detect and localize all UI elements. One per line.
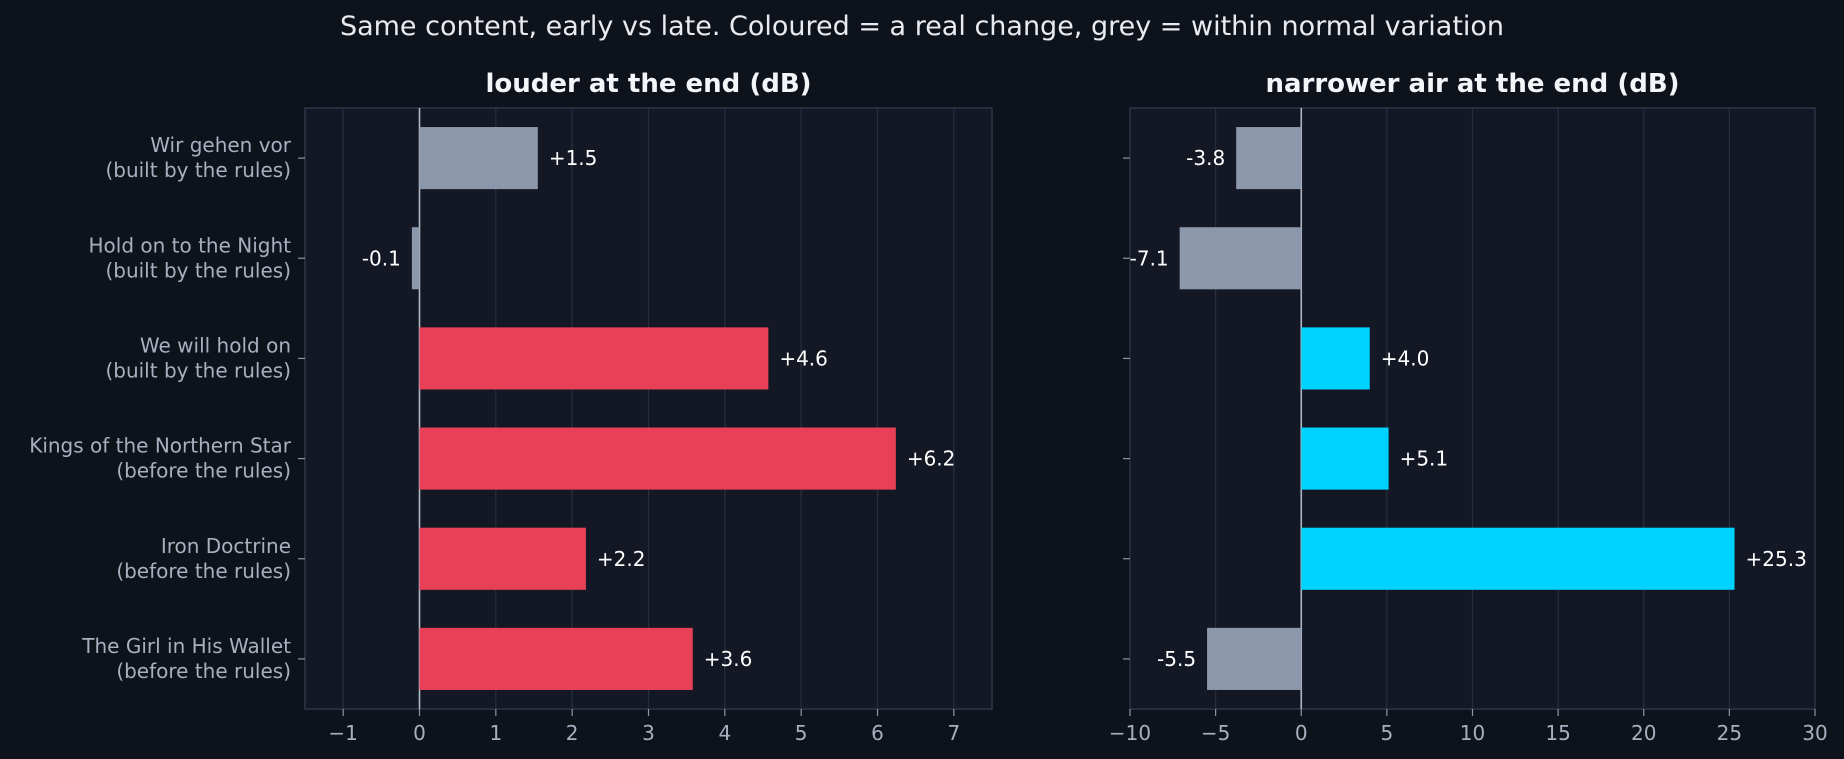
bar [1207,627,1302,690]
bar-value-label: +25.3 [1746,547,1807,571]
bar-value-label: +2.2 [597,547,646,571]
bar [1179,227,1302,290]
x-tick-label: 0 [413,721,426,745]
bar [1301,327,1370,390]
bar [419,527,586,590]
panel-title: louder at the end (dB) [485,69,811,99]
bar [411,227,420,290]
category-label: (built by the rules) [105,158,291,182]
category-label: Kings of the Northern Star [29,434,292,458]
category-label: Hold on to the Night [89,233,292,257]
x-tick-label: 7 [947,721,960,745]
x-tick-label: −1 [328,721,357,745]
x-tick-label: 4 [718,721,731,745]
bar [419,127,538,190]
category-label: Wir gehen vor [150,133,292,157]
category-label: (before the rules) [116,559,291,583]
chart-panel-1: louder at the end (dB) −1 0 1 2 3 4 5 6 7 +1.5 Wir … [29,69,993,745]
bar [419,427,896,490]
bar-value-label: +4.6 [779,346,828,370]
x-tick-label: −5 [1201,721,1230,745]
bar-value-label: -7.1 [1130,246,1169,270]
bar-value-label: +1.5 [549,146,598,170]
bar-value-label: -3.8 [1186,146,1225,170]
bar [1301,427,1389,490]
x-tick-label: 3 [642,721,655,745]
x-tick-label: −10 [1109,721,1151,745]
x-tick-label: 1 [489,721,502,745]
x-tick-label: 20 [1631,721,1656,745]
category-label: We will hold on [140,333,291,357]
chart-panels: louder at the end (dB)−1 0 1 2 3 4 5 6 7+1.5Wir … [29,69,1828,745]
x-tick-label: 25 [1717,721,1742,745]
bar [1301,527,1735,590]
figure-suptitle: Same content, early vs late. Coloured = … [340,11,1504,42]
x-tick-label: 10 [1460,721,1485,745]
bar [419,327,769,390]
bar-value-label: +5.1 [1400,447,1449,471]
x-tick-label: 0 [1295,721,1308,745]
bar-value-label: +3.6 [704,647,753,671]
x-tick-label: 6 [871,721,884,745]
bar [1236,127,1302,190]
x-tick-label: 15 [1545,721,1570,745]
bar-value-label: -0.1 [362,246,401,270]
category-label: (before the rules) [116,659,291,683]
category-label: (before the rules) [116,459,291,483]
bar-value-label: +6.2 [907,447,956,471]
category-label: (built by the rules) [105,358,291,382]
bar-value-label: +4.0 [1381,346,1430,370]
category-label: (built by the rules) [105,258,291,282]
x-tick-label: 30 [1802,721,1827,745]
bar [419,627,693,690]
x-tick-label: 5 [1381,721,1394,745]
panel-title: narrower air at the end (dB) [1265,69,1679,99]
x-tick-label: 5 [795,721,808,745]
category-label: The Girl in His Wallet [81,634,291,658]
bar-value-label: -5.5 [1157,647,1196,671]
chart-panel-2: narrower air at the end (dB) −10 −5 0 5 10 15 2… [1109,69,1828,745]
category-label: Iron Doctrine [161,534,291,558]
x-tick-label: 2 [566,721,579,745]
